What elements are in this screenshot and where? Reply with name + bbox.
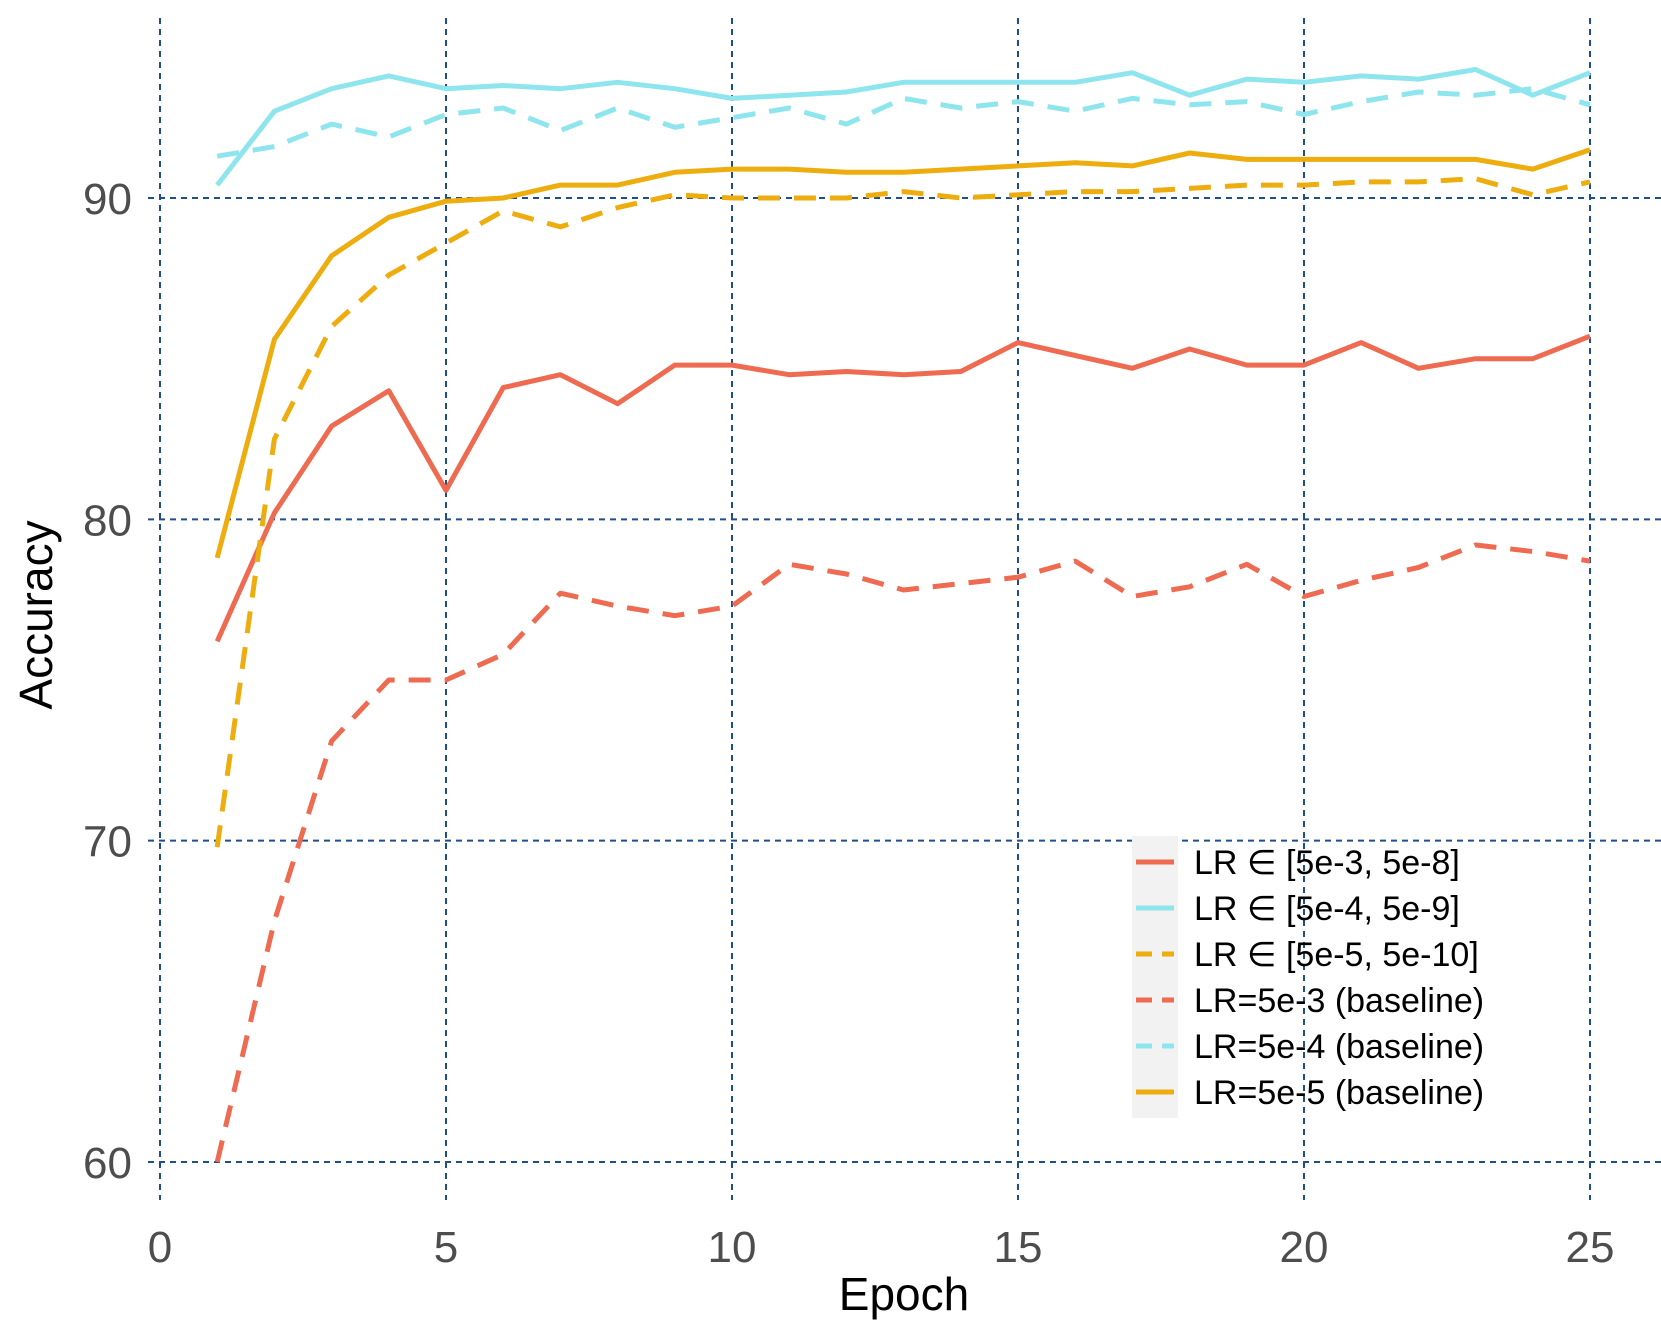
x-tick-label-5: 25 <box>1566 1223 1615 1272</box>
series-line-2 <box>214 176 1591 848</box>
series-line-5 <box>214 147 1591 559</box>
legend: LR ∈ [5e-3, 5e-8] LR ∈ [5e-4, 5e-9] LR ∈ [… <box>1132 836 1484 1118</box>
series-line-1 <box>215 67 1591 187</box>
legend-label-4: LR=5e-4 (baseline) <box>1194 1028 1484 1066</box>
x-tick-label-0: 0 <box>148 1223 172 1272</box>
tick-labels: 0 5 10 15 20 25 60 70 80 90 <box>83 175 1614 1272</box>
y-tick-label-2: 80 <box>83 496 132 545</box>
legend-label-2: LR ∈ [5e-5, 5e-10] <box>1194 936 1479 974</box>
x-tick-label-1: 5 <box>434 1223 458 1272</box>
legend-label-1: LR ∈ [5e-4, 5e-9] <box>1194 890 1460 928</box>
y-axis-title: Accuracy <box>10 520 62 709</box>
series-line-0 <box>214 333 1591 643</box>
x-tick-label-3: 15 <box>994 1223 1043 1272</box>
legend-label-0: LR ∈ [5e-3, 5e-8] <box>1194 844 1460 882</box>
series-line-4 <box>216 86 1591 159</box>
series-lines <box>214 67 1591 1163</box>
legend-label-3: LR=5e-3 (baseline) <box>1194 982 1484 1020</box>
legend-label-5: LR=5e-5 (baseline) <box>1194 1074 1484 1112</box>
x-tick-label-2: 10 <box>708 1223 757 1272</box>
y-tick-label-1: 70 <box>83 818 132 867</box>
grid <box>148 18 1661 1200</box>
x-axis-title: Epoch <box>839 1268 969 1320</box>
x-tick-label-4: 20 <box>1280 1223 1329 1272</box>
y-tick-label-0: 60 <box>83 1139 132 1188</box>
legend-key-background <box>1132 836 1178 1118</box>
y-tick-label-3: 90 <box>83 175 132 224</box>
series-line-3 <box>214 542 1591 1163</box>
